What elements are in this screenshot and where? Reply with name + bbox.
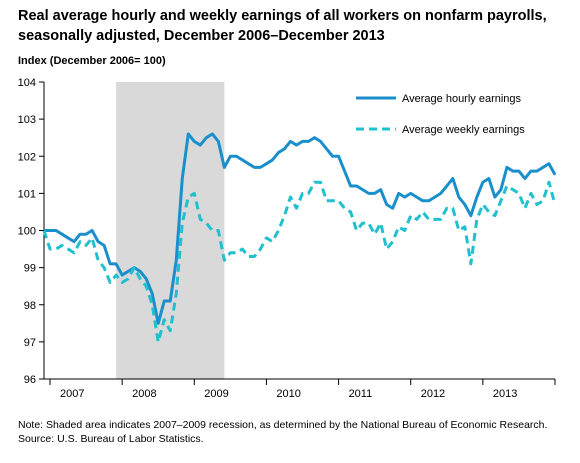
legend-label-hourly: Average hourly earnings: [402, 93, 522, 105]
source-text: Source: U.S. Bureau of Labor Statistics.: [18, 433, 204, 445]
y-tick-label: 98: [24, 300, 36, 312]
x-tick-label: 2011: [349, 388, 373, 400]
x-tick-label: 2013: [493, 388, 517, 400]
x-tick-label: 2012: [421, 388, 445, 400]
axes: 96 97 98 99 100 101 102 103 104 2007 2008 2009 2010 2…: [18, 77, 556, 400]
recession-shading: [116, 82, 225, 379]
chart-title: Real average hourly and weekly earnings …: [18, 8, 547, 44]
x-tick-label: 2010: [276, 388, 300, 400]
y-tick-label: 102: [18, 151, 36, 163]
x-tick-label: 2008: [132, 388, 156, 400]
hourly-earnings-line: [44, 132, 557, 325]
y-tick-label: 100: [18, 226, 36, 238]
y-tick-label: 97: [24, 337, 36, 349]
series-lines: [42, 132, 557, 344]
footnotes: Note: Shaded area indicates 2007–2009 re…: [18, 418, 547, 446]
y-tick-label: 96: [24, 374, 36, 386]
y-tick-label: 104: [18, 77, 36, 89]
y-tick-label: 101: [18, 188, 36, 200]
y-tick-label: 99: [24, 263, 36, 275]
y-axis-title: Index (December 2006= 100): [18, 55, 166, 67]
x-tick-label: 2009: [204, 388, 228, 400]
y-tick-label: 103: [18, 114, 36, 126]
x-tick-label: 2007: [60, 388, 84, 400]
legend: Average hourly earnings Average weekly ea…: [356, 93, 525, 136]
note-text: Note: Shaded area indicates 2007–2009 re…: [18, 419, 548, 431]
legend-label-weekly: Average weekly earnings: [402, 124, 525, 136]
